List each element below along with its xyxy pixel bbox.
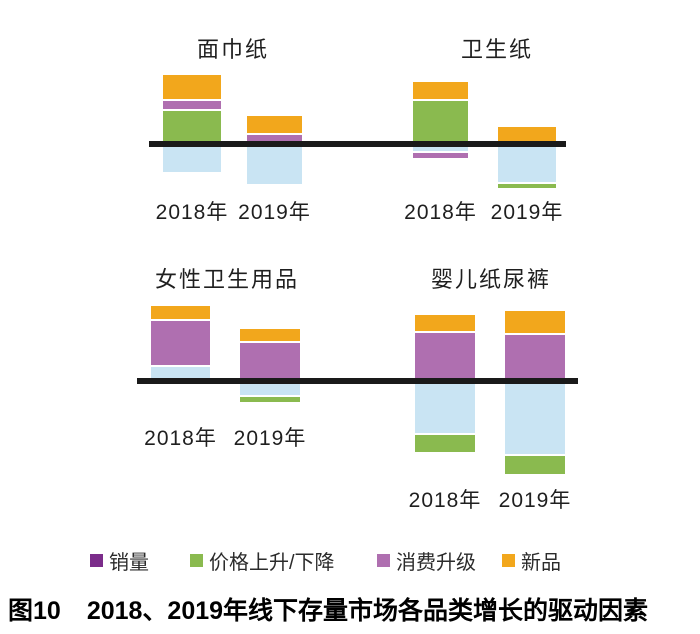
bar-segment-new-products — [413, 82, 468, 99]
bar-segment-price-change — [413, 101, 468, 141]
bar-segment-trade-up — [413, 153, 468, 158]
chart-title-baby-diapers: 婴儿纸尿裤 — [430, 267, 552, 292]
bar-segment-price-change — [498, 184, 556, 188]
bar-segment-price-change — [163, 111, 221, 141]
year-label: 2018年 — [144, 427, 217, 450]
baseline-axis-top — [149, 141, 566, 147]
bar-segment-trade-up — [163, 101, 221, 109]
bar-segment-trade-up — [151, 321, 210, 365]
bar-segment-price-change — [415, 435, 475, 452]
legend-label: 消费升级 — [396, 552, 476, 574]
chart-title-toilet-paper: 卫生纸 — [460, 37, 534, 62]
bar-segment-trade-up — [505, 335, 565, 378]
bar-segment-trade-up — [240, 343, 300, 378]
chart-title-facial-tissue: 面巾纸 — [196, 37, 270, 62]
bar-segment-new-products — [247, 116, 302, 133]
legend-label: 新品 — [521, 552, 561, 574]
legend: 销量 价格上升/下降 消费升级 新品 — [0, 544, 700, 574]
year-label: 2018年 — [404, 201, 477, 224]
bar-segment-price-change — [505, 456, 565, 474]
chart-title-feminine-care: 女性卫生用品 — [154, 267, 300, 292]
bar-segment-new-products — [240, 329, 300, 341]
year-label: 2019年 — [490, 201, 564, 224]
legend-item-trade-up: 消费升级 — [377, 546, 476, 575]
bar-segment-sales-volume — [413, 147, 468, 151]
legend-swatch-new-products — [502, 554, 515, 567]
legend-item-sales-volume: 销量 — [90, 546, 149, 575]
year-label: 2018年 — [155, 201, 229, 224]
bar-segment-sales-volume — [247, 147, 302, 184]
bar-segment-new-products — [163, 75, 221, 99]
bar-segment-sales-volume — [415, 384, 475, 433]
bar-segment-sales-volume — [498, 147, 556, 182]
legend-label: 销量 — [109, 552, 149, 574]
legend-label: 价格上升/下降 — [209, 552, 335, 574]
caption-text: 2018、2019年线下存量市场各品类增长的驱动因素 — [86, 597, 649, 625]
year-label: 2019年 — [238, 201, 311, 224]
bar-segment-new-products — [151, 306, 210, 319]
bar-segment-new-products — [505, 311, 565, 333]
year-label: 2019年 — [498, 489, 572, 512]
bar-segment-price-change — [240, 397, 300, 402]
figure-number: 图10 — [8, 597, 61, 625]
bar-segment-new-products — [498, 127, 556, 141]
bar-segment-sales-volume — [163, 147, 221, 172]
figure-caption: 图10 2018、2019年线下存量市场各品类增长的驱动因素 — [8, 591, 648, 627]
baseline-axis-bottom — [137, 378, 578, 384]
year-label: 2019年 — [233, 427, 307, 450]
bar-segment-sales-volume — [240, 384, 300, 395]
legend-item-new-products: 新品 — [502, 546, 561, 575]
legend-swatch-sales-volume — [90, 554, 103, 567]
bar-segment-sales-volume — [505, 384, 565, 454]
bar-segment-trade-up — [247, 135, 302, 141]
bar-segment-new-products — [415, 315, 475, 331]
legend-item-price-change: 价格上升/下降 — [190, 546, 335, 575]
year-label: 2018年 — [408, 489, 482, 512]
legend-swatch-price-change — [190, 554, 203, 567]
bar-segment-trade-up — [415, 333, 475, 378]
legend-swatch-trade-up — [377, 554, 390, 567]
bar-segment-sales-volume — [151, 367, 210, 378]
